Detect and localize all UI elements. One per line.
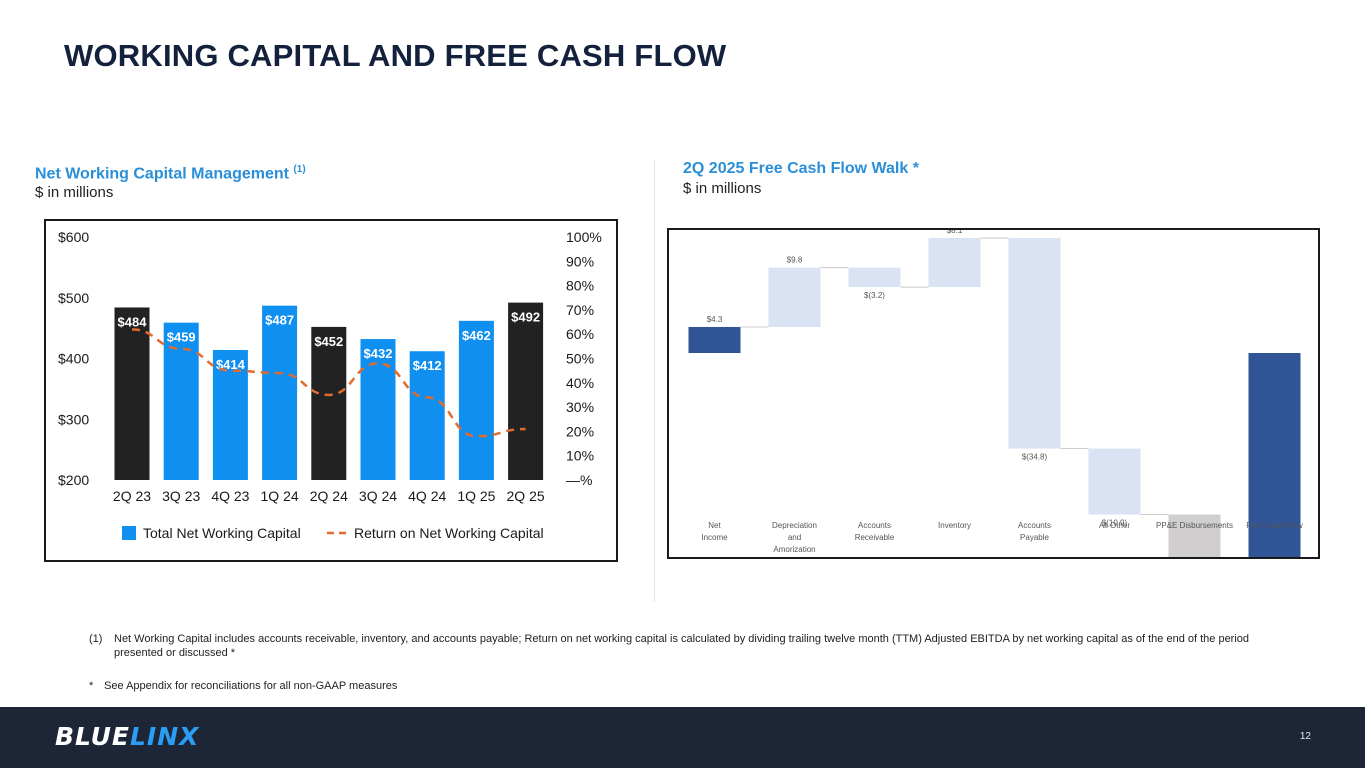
fcf-chart-panel: $4.3 Net Income $9.8 Depreciation and Amorizat… bbox=[667, 226, 1320, 586]
nwc-bar bbox=[508, 302, 544, 480]
x-tick-label: 3Q 24 bbox=[359, 488, 397, 504]
nwc-bar-value-label: $492 bbox=[511, 310, 540, 325]
nwc-bar-value-label: $459 bbox=[167, 330, 196, 345]
nwc-title-text: Net Working Capital Management bbox=[35, 165, 289, 183]
fcf-category-label: Receivable bbox=[855, 533, 895, 542]
x-tick-label: 2Q 25 bbox=[507, 488, 545, 504]
nwc-bar bbox=[360, 339, 396, 480]
x-tick-label: 2Q 24 bbox=[310, 488, 348, 504]
x-tick-label: 2Q 23 bbox=[113, 488, 151, 504]
nwc-section-title: Net Working Capital Management (1) bbox=[35, 164, 306, 183]
fcf-category-label: Accounts bbox=[1018, 521, 1051, 530]
nwc-bar bbox=[409, 351, 445, 480]
nwc-section-subtitle: $ in millions bbox=[35, 184, 114, 201]
fcf-bar-value-label: $(34.8) bbox=[1022, 453, 1048, 462]
fcf-category-label: Amorization bbox=[773, 545, 815, 554]
nwc-chart-panel: $200 $300 $400 $500 $600 —% 10% 20% 30% 40% 50% 60%… bbox=[44, 219, 618, 562]
fcf-category-label: and bbox=[788, 533, 801, 542]
y-left-tick-label: $500 bbox=[58, 290, 89, 306]
fcf-bar-value-label: $(3.2) bbox=[864, 291, 885, 300]
y-right-tick-label: 20% bbox=[566, 423, 594, 439]
nwc-chart: $200 $300 $400 $500 $600 —% 10% 20% 30% 40% 50% 60%… bbox=[58, 229, 602, 541]
y-left-tick-label: $600 bbox=[58, 229, 89, 245]
logo-part-blue: BLUE bbox=[55, 722, 130, 751]
footnote-2-marker: * bbox=[89, 680, 94, 692]
y-left-tick-label: $200 bbox=[58, 472, 89, 488]
nwc-bar bbox=[114, 307, 150, 480]
y-left-tick-label: $400 bbox=[58, 351, 89, 367]
page-title: WORKING CAPITAL AND FREE CASH FLOW bbox=[64, 38, 727, 73]
fcf-category-label: Net bbox=[708, 521, 721, 530]
nwc-bar-value-label: $487 bbox=[265, 313, 294, 328]
bluelinx-logo: BLUELINX bbox=[55, 722, 199, 751]
y-right-tick-label: 70% bbox=[566, 302, 594, 318]
legend-label-return: Return on Net Working Capital bbox=[354, 525, 544, 541]
footnote-1: (1) Net Working Capital includes account… bbox=[89, 632, 1299, 660]
nwc-bar-value-label: $412 bbox=[413, 358, 442, 373]
fcf-bar-value-label: $8.1 bbox=[947, 230, 963, 235]
fcf-bar-value-label: $(10.9) bbox=[1102, 519, 1128, 528]
return-on-nwc-line bbox=[131, 328, 526, 438]
y-right-tick-label: 50% bbox=[566, 351, 594, 367]
nwc-bar bbox=[311, 326, 347, 480]
y-right-tick-label: 90% bbox=[566, 253, 594, 269]
y-right-tick-label: 80% bbox=[566, 278, 594, 294]
footnote-2: * See Appendix for reconciliations for a… bbox=[89, 680, 397, 692]
x-tick-label: 4Q 23 bbox=[211, 488, 249, 504]
footnote-1-marker: (1) bbox=[89, 633, 103, 645]
y-right-tick-label: 60% bbox=[566, 326, 594, 342]
y-right-tick-label: 100% bbox=[566, 229, 602, 245]
nwc-bar bbox=[458, 320, 494, 480]
fcf-category-label: Payable bbox=[1020, 533, 1049, 542]
y-right-tick-label: 30% bbox=[566, 399, 594, 415]
fcf-bar-value-label: $9.8 bbox=[787, 256, 803, 265]
fcf-bar-value-label: $4.3 bbox=[707, 315, 723, 324]
nwc-title-footnote-ref: (1) bbox=[293, 164, 306, 175]
y-right-tick-label: 10% bbox=[566, 448, 594, 464]
x-tick-label: 3Q 23 bbox=[162, 488, 200, 504]
footnote-2-text: See Appendix for reconciliations for all… bbox=[104, 680, 398, 692]
fcf-waterfall-bar bbox=[848, 267, 901, 288]
nwc-bar-value-label: $462 bbox=[462, 328, 491, 343]
fcf-category-label: All Other bbox=[1099, 521, 1130, 530]
page-number: 12 bbox=[1299, 731, 1311, 742]
y-right-tick-label: —% bbox=[566, 472, 592, 488]
nwc-bar-value-label: $414 bbox=[216, 357, 246, 372]
nwc-bar-value-label: $452 bbox=[314, 334, 343, 349]
legend-label-nwc: Total Net Working Capital bbox=[143, 525, 301, 541]
footnote-1-text: Net Working Capital includes accounts re… bbox=[114, 633, 1250, 659]
fcf-section-subtitle: $ in millions bbox=[683, 180, 762, 197]
x-tick-label: 4Q 24 bbox=[408, 488, 446, 504]
nwc-bar-value-label: $484 bbox=[118, 314, 148, 329]
fcf-category-label: Income bbox=[701, 533, 728, 542]
y-left-tick-label: $300 bbox=[58, 411, 89, 427]
x-tick-label: 1Q 24 bbox=[261, 488, 299, 504]
fcf-waterfall-chart: $4.3 Net Income $9.8 Depreciation and Amorizat… bbox=[688, 226, 1303, 586]
fcf-section-title: 2Q 2025 Free Cash Flow Walk * bbox=[683, 160, 919, 177]
fcf-category-label: PP&E Disbursements bbox=[1156, 521, 1233, 530]
legend-swatch-nwc bbox=[122, 526, 136, 540]
logo-part-linx: LINX bbox=[130, 722, 200, 751]
fcf-waterfall-bar bbox=[1248, 353, 1301, 573]
fcf-category-label: Inventory bbox=[938, 521, 971, 530]
y-right-tick-label: 40% bbox=[566, 375, 594, 391]
fcf-category-label: Free Cash Flow bbox=[1246, 521, 1303, 530]
nwc-bar bbox=[212, 349, 248, 480]
fcf-waterfall-bar bbox=[928, 238, 981, 288]
fcf-waterfall-bar bbox=[768, 267, 821, 327]
fcf-category-label: Accounts bbox=[858, 521, 891, 530]
fcf-waterfall-bar bbox=[1008, 238, 1061, 449]
footer-bar: BLUELINX 12 bbox=[0, 707, 1365, 768]
x-tick-label: 1Q 25 bbox=[457, 488, 495, 504]
nwc-bar-value-label: $432 bbox=[364, 346, 393, 361]
nwc-bar bbox=[163, 322, 199, 480]
fcf-waterfall-bar bbox=[1088, 448, 1141, 515]
fcf-waterfall-bar bbox=[688, 326, 741, 353]
section-divider bbox=[654, 160, 655, 602]
fcf-category-label: Depreciation bbox=[772, 521, 817, 530]
nwc-bar bbox=[262, 305, 298, 480]
